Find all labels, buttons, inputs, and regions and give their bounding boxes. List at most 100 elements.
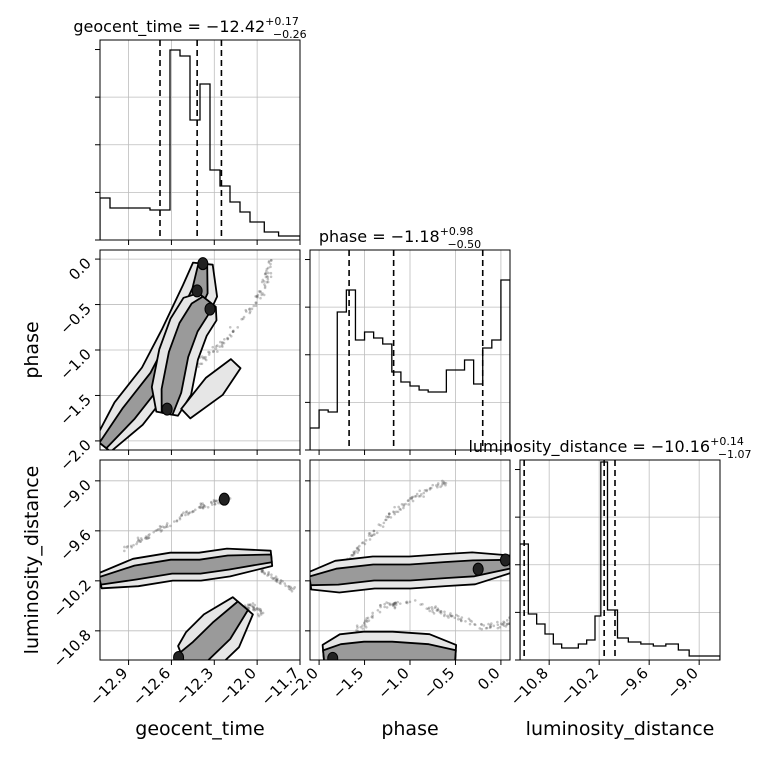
sample-point <box>129 544 133 548</box>
sample-point <box>213 500 217 503</box>
sample-point <box>279 582 282 585</box>
sample-point <box>188 511 192 514</box>
sample-point <box>215 344 219 347</box>
sample-point <box>264 272 268 275</box>
sample-point <box>137 539 140 542</box>
sample-point <box>363 619 367 622</box>
sample-point <box>415 492 419 496</box>
sample-point <box>384 518 387 522</box>
sample-point <box>400 502 404 506</box>
sample-point <box>158 524 162 528</box>
sample-point <box>435 609 439 612</box>
sample-point <box>382 521 386 525</box>
sample-point <box>267 572 270 575</box>
sample-point <box>392 510 395 513</box>
sample-point <box>201 506 205 510</box>
x-tick-label: −1.0 <box>374 664 412 702</box>
sample-point <box>260 280 264 284</box>
sample-point <box>492 624 496 628</box>
sample-point <box>446 614 449 618</box>
sample-point <box>368 532 372 535</box>
sample-point <box>375 531 379 535</box>
sample-point <box>220 344 224 347</box>
sample-point <box>185 510 189 513</box>
sample-point <box>261 570 264 574</box>
sample-point <box>436 485 439 489</box>
sample-point <box>379 603 382 607</box>
sample-point <box>199 506 202 510</box>
sample-point <box>438 610 442 614</box>
sample-point <box>184 513 187 517</box>
sample-point <box>385 601 388 604</box>
sample-point <box>203 357 207 361</box>
frame-layer <box>95 39 721 665</box>
sample-point <box>470 620 473 623</box>
sample-point <box>468 619 472 622</box>
sample-point <box>261 278 265 282</box>
sample-point <box>198 506 202 509</box>
sample-point <box>434 484 438 487</box>
sample-point <box>402 503 406 506</box>
sample-point <box>442 482 446 485</box>
sample-point <box>408 497 412 500</box>
sample-point <box>139 540 142 544</box>
sample-point <box>351 554 355 557</box>
sample-point <box>262 280 266 283</box>
sample-point <box>260 570 263 573</box>
sample-point <box>172 520 176 523</box>
sample-point <box>376 608 380 612</box>
sample-point <box>259 289 262 293</box>
sample-point <box>165 522 169 525</box>
sample-point <box>259 609 263 613</box>
sample-point <box>135 542 138 546</box>
sample-point <box>378 604 382 607</box>
sample-point <box>399 508 402 511</box>
sample-point <box>269 271 273 275</box>
sample-point <box>352 550 355 554</box>
sample-point <box>241 317 245 321</box>
sample-point <box>207 350 210 354</box>
sample-point <box>368 538 372 541</box>
sample-point <box>383 605 386 609</box>
density-peak <box>218 492 230 506</box>
density-peak <box>472 562 484 576</box>
sample-point <box>392 603 396 607</box>
sample-point <box>421 602 424 606</box>
sample-point <box>199 503 203 506</box>
sample-point <box>226 337 230 340</box>
sample-point <box>210 501 213 505</box>
sample-point <box>480 627 484 631</box>
sample-point <box>254 608 257 611</box>
sample-point <box>473 623 477 627</box>
x-axis-label-phase: phase <box>381 718 438 740</box>
sample-point <box>356 546 360 549</box>
sample-point <box>363 621 366 624</box>
sample-point <box>199 502 203 505</box>
sample-point <box>226 336 229 340</box>
sample-point <box>247 606 251 610</box>
sample-point <box>502 620 505 624</box>
sample-point <box>248 603 252 606</box>
sample-point <box>439 610 443 613</box>
sample-point <box>289 588 292 591</box>
sample-point <box>410 496 413 500</box>
sample-point <box>425 488 429 492</box>
sample-point <box>444 481 448 485</box>
sample-point <box>396 510 400 514</box>
sample-point <box>231 330 235 333</box>
sample-point <box>459 617 462 621</box>
sample-point <box>496 626 500 630</box>
sample-point <box>244 308 248 312</box>
sample-point <box>212 498 216 502</box>
sample-point <box>404 601 408 604</box>
sample-point <box>281 579 284 583</box>
density-peak <box>191 284 203 298</box>
y-tick-label: −9.0 <box>56 476 94 514</box>
sample-point <box>253 609 256 612</box>
sample-point <box>468 622 472 626</box>
sample-point <box>259 291 262 294</box>
title-main: luminosity_distance = −10.16 <box>468 437 710 457</box>
sample-point <box>377 523 381 526</box>
title-minus: −0.26 <box>273 28 307 41</box>
sample-point <box>356 547 359 551</box>
